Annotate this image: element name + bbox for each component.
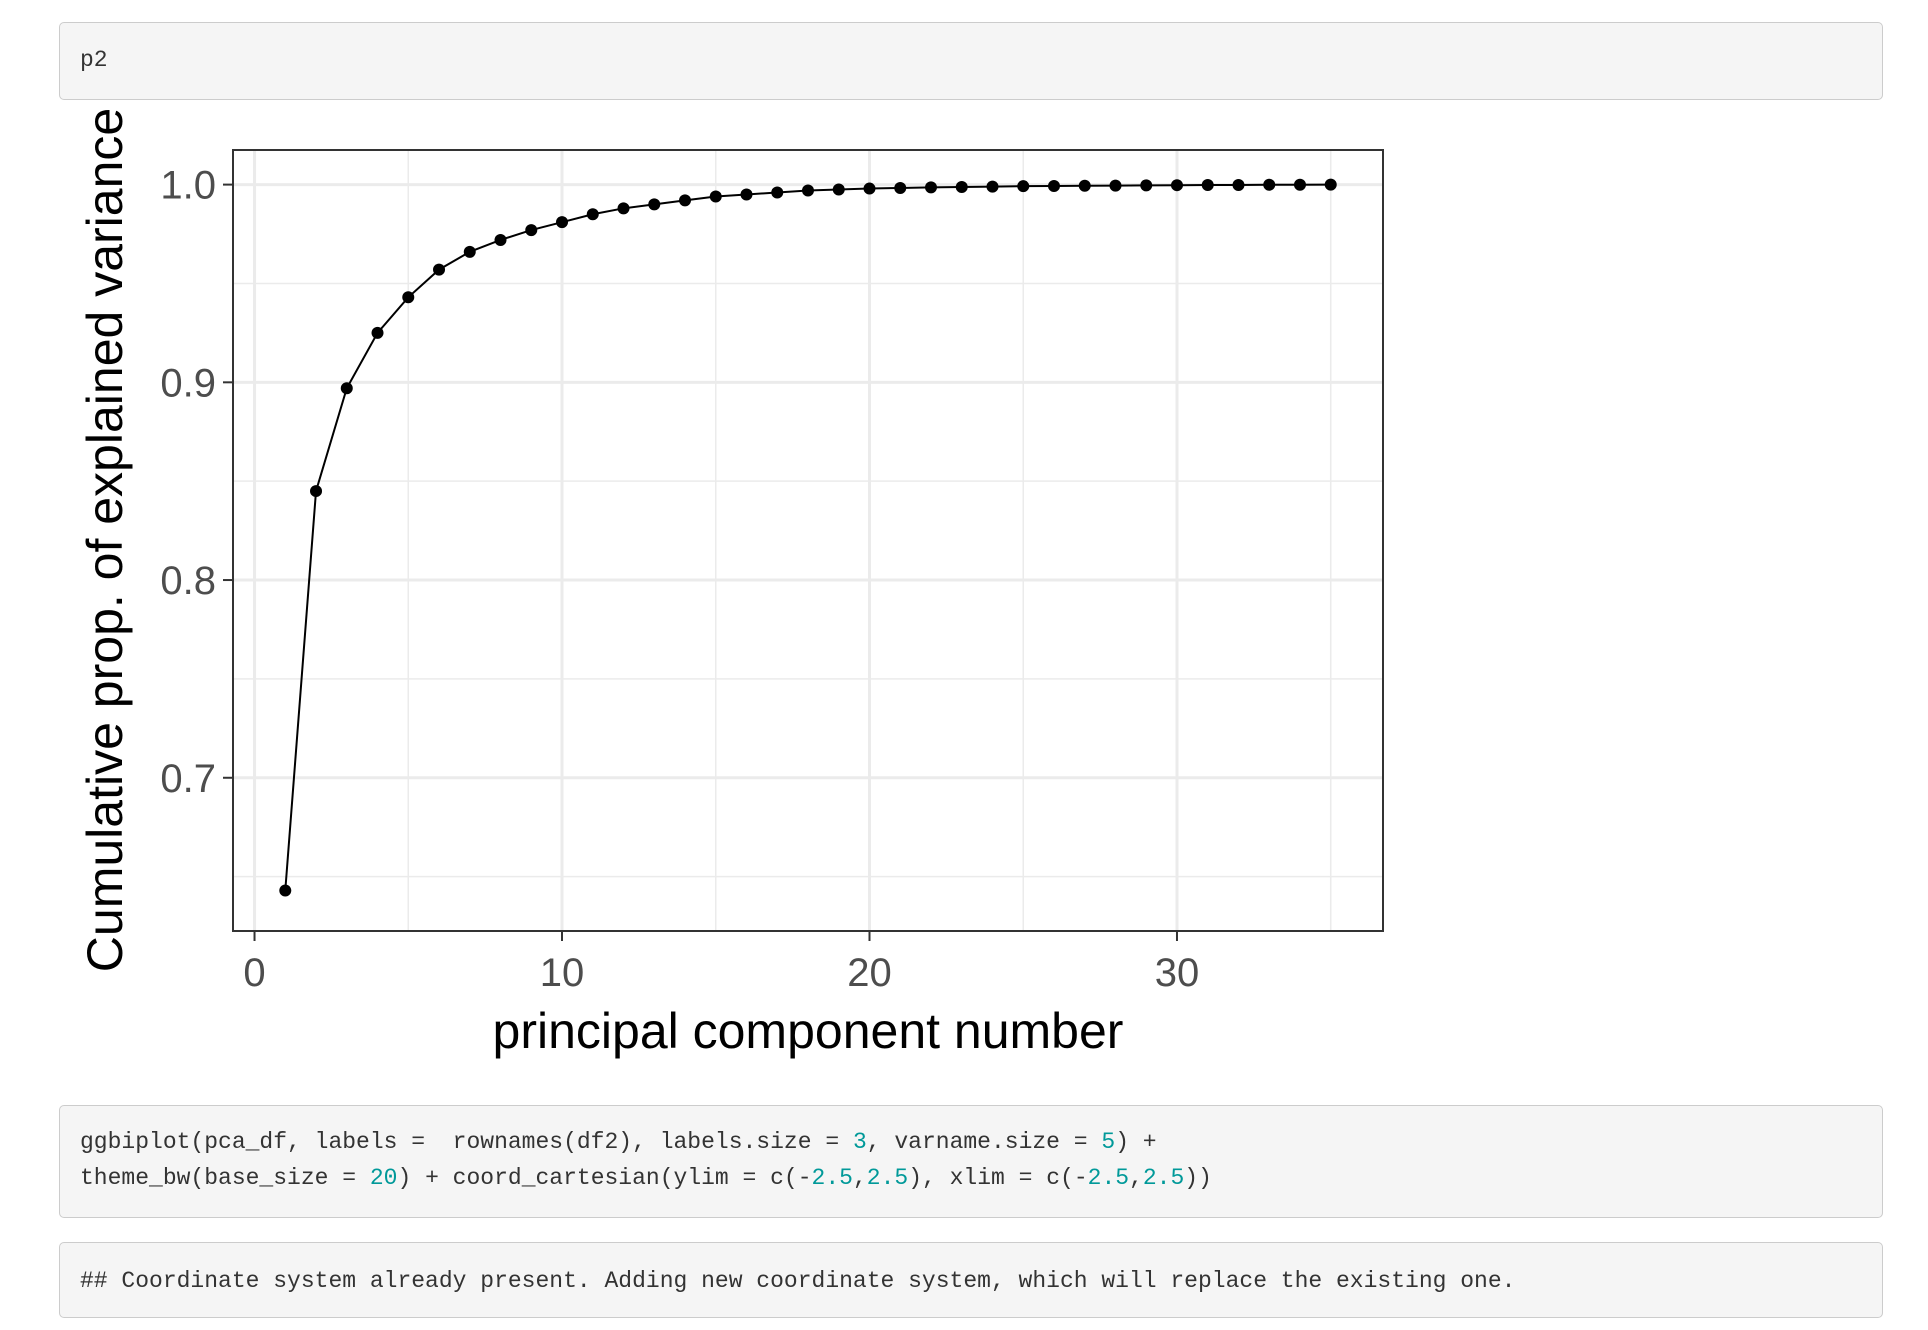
x-tick-label: 20 (847, 951, 892, 995)
y-axis-title: Cumulative prop. of explained variance (77, 108, 133, 972)
data-point (463, 245, 476, 258)
code-number: 20 (369, 1165, 398, 1191)
data-point (586, 208, 599, 221)
data-point (525, 224, 538, 237)
data-point (679, 194, 692, 207)
x-axis: 0 10 20 30 (243, 931, 1199, 995)
x-axis-title: principal component number (493, 1003, 1124, 1059)
code-chunk-ggbiplot: ggbiplot(pca_df, labels = rownames(df2),… (59, 1105, 1883, 1218)
code-text: , (852, 1165, 867, 1191)
data-point (1232, 178, 1245, 191)
data-point (1017, 180, 1030, 193)
code-text: ), xlim = c(- (908, 1165, 1088, 1191)
data-point (648, 198, 661, 211)
code-text: ggbiplot(pca_df, labels = rownames(df2),… (80, 1129, 853, 1155)
series-layer (279, 178, 1337, 897)
console-output: ## Coordinate system already present. Ad… (59, 1242, 1883, 1318)
cumulative-variance-chart: 0 10 20 30 0.7 0.8 0.9 1.0 principal component… (77, 108, 1384, 1059)
code-number: 2.5 (811, 1165, 853, 1191)
code-number: 3 (852, 1129, 867, 1155)
data-point (986, 180, 999, 193)
code-chunk-p2: p2 (59, 22, 1883, 100)
data-point (894, 181, 907, 194)
data-point (709, 190, 722, 203)
y-axis: 0.7 0.8 0.9 1.0 (160, 164, 233, 801)
code-text: , varname.size = (866, 1129, 1102, 1155)
data-point (802, 184, 814, 197)
data-point (771, 186, 784, 199)
output-line: ## Coordinate system already present. Ad… (80, 1268, 1516, 1294)
major-gridlines (233, 150, 1383, 931)
y-tick-label: 0.8 (160, 559, 216, 603)
data-point (1109, 179, 1122, 192)
data-point (310, 485, 323, 498)
data-point (832, 183, 845, 196)
code-line: p2 (80, 47, 108, 73)
code-text: )) (1184, 1165, 1212, 1191)
code-number: 2.5 (1142, 1165, 1185, 1191)
plot-panel-background (233, 150, 1383, 931)
data-point (1263, 178, 1276, 191)
code-number: 2.5 (1087, 1165, 1130, 1191)
data-point (1293, 178, 1306, 191)
code-text: theme_bw(base_size = (80, 1165, 370, 1191)
code-line: theme_bw(base_size = 20) + coord_cartesi… (80, 1160, 1862, 1196)
code-text: , (1129, 1165, 1143, 1191)
minor-gridlines (233, 150, 1383, 931)
data-point (863, 182, 876, 195)
data-point (1047, 179, 1060, 192)
data-point (1140, 179, 1153, 192)
data-point (924, 181, 937, 194)
code-number: 2.5 (866, 1165, 909, 1191)
data-point (1201, 178, 1214, 191)
data-point (340, 382, 353, 395)
y-tick-label: 0.7 (160, 757, 216, 801)
data-point (955, 180, 968, 193)
data-point (740, 188, 753, 201)
plot-panel-border (232, 149, 1384, 932)
data-point (402, 291, 415, 304)
data-point (371, 326, 384, 339)
code-line: ggbiplot(pca_df, labels = rownames(df2),… (80, 1124, 1862, 1160)
data-point (279, 884, 292, 897)
y-tick-label: 1.0 (160, 164, 216, 208)
code-number: 5 (1101, 1129, 1116, 1155)
x-tick-label: 10 (540, 951, 585, 995)
code-text: ) + (1115, 1129, 1157, 1155)
data-point (494, 233, 507, 246)
data-point (1170, 179, 1183, 192)
data-point (1078, 179, 1091, 192)
data-point (433, 263, 446, 276)
data-point (617, 202, 630, 215)
x-tick-label: 30 (1155, 951, 1200, 995)
y-tick-label: 0.9 (160, 361, 216, 405)
data-point (556, 216, 569, 229)
x-tick-label: 0 (243, 951, 265, 995)
data-point (1324, 178, 1337, 191)
code-text: ) + coord_cartesian(ylim = c(- (397, 1165, 812, 1191)
